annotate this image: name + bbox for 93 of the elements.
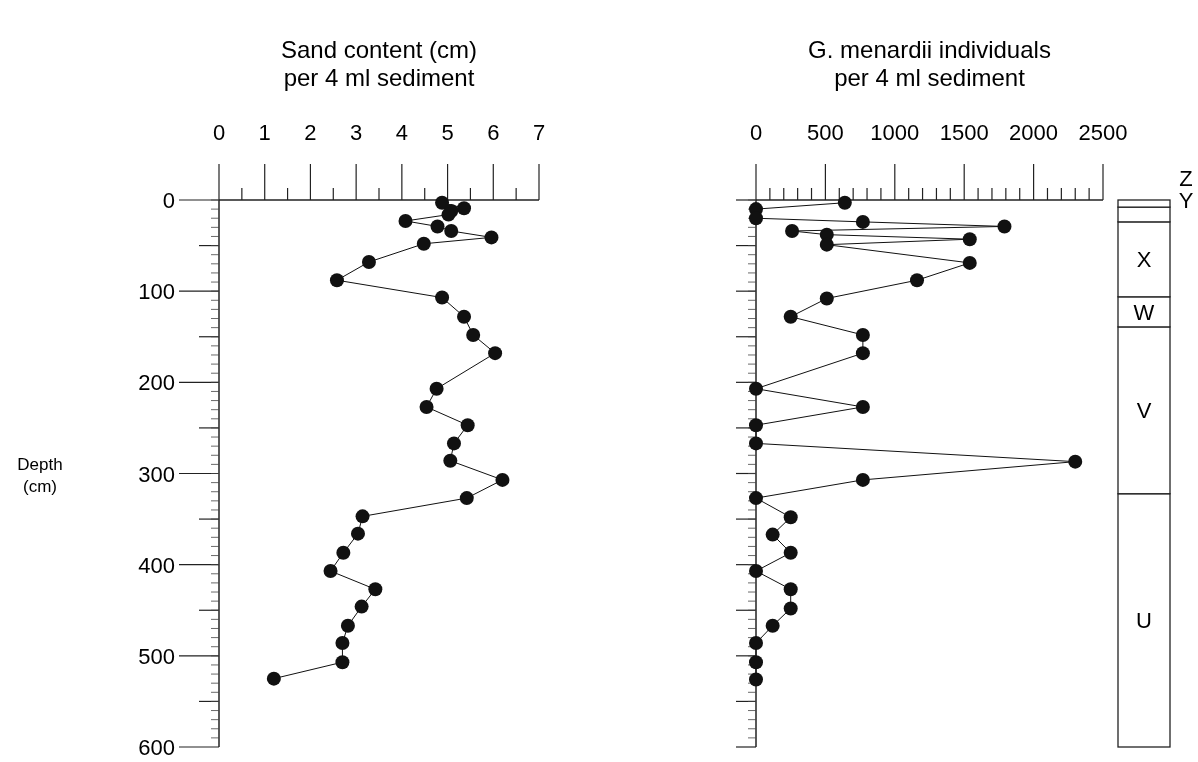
y-tick-label: 400 [138, 552, 175, 578]
point [484, 230, 499, 245]
point [749, 381, 763, 396]
point [354, 599, 369, 614]
series-label: U [1136, 608, 1152, 634]
point [355, 509, 370, 524]
point [749, 655, 763, 670]
point [460, 418, 475, 433]
series-label: Z [1179, 166, 1193, 191]
point [443, 453, 458, 468]
point [457, 309, 472, 324]
point [749, 418, 763, 433]
point [962, 232, 977, 247]
point [783, 545, 798, 560]
x-tick-label: 5 [441, 120, 454, 145]
y-tick-label: 500 [138, 643, 175, 669]
chart-subtitle: per 4 ml sediment [834, 64, 1026, 91]
point [441, 207, 456, 222]
point [416, 236, 431, 251]
x-tick-label: 2000 [1009, 120, 1059, 145]
x-tick-label: 0 [749, 120, 763, 145]
point [962, 255, 977, 270]
point [457, 201, 472, 216]
y-tick-label: 100 [138, 279, 175, 305]
point [749, 211, 763, 226]
point [785, 224, 800, 238]
point [335, 655, 350, 670]
point [855, 327, 870, 342]
x-tick-label: 1 [258, 120, 271, 145]
series-label: Y [1178, 188, 1194, 213]
y-tick-label: 600 [138, 735, 175, 760]
point [266, 671, 281, 686]
series-label: W [1133, 299, 1155, 325]
point [837, 195, 852, 210]
point [435, 290, 450, 305]
x-tick-label: 1000 [870, 120, 920, 145]
point [466, 327, 481, 342]
chart-title: Sand content (cm) [280, 36, 478, 63]
point [783, 601, 798, 616]
x-tick-label: 4 [395, 120, 408, 145]
point [749, 491, 763, 506]
point [749, 436, 763, 451]
x-tick-label: 2500 [1078, 120, 1128, 145]
point [446, 436, 461, 451]
chart-title: G. menardii individuals [808, 36, 1051, 63]
point [336, 545, 351, 560]
series-label: V [1136, 398, 1152, 424]
point [335, 636, 350, 651]
point [444, 224, 459, 238]
x-tick-label: 7 [532, 120, 546, 145]
x-tick-label: 500 [807, 120, 844, 145]
point [819, 237, 834, 252]
y-tick-label: 0 [162, 188, 175, 213]
point [495, 472, 510, 487]
point [361, 254, 376, 269]
x-tick-label: 1500 [939, 120, 989, 145]
y-tick-label: 200 [138, 370, 175, 396]
point [819, 291, 834, 306]
point [855, 399, 870, 414]
point [765, 618, 780, 633]
point [430, 219, 445, 234]
point [765, 527, 780, 542]
point [997, 219, 1012, 234]
point [488, 346, 503, 361]
point [323, 564, 338, 579]
point [350, 526, 365, 541]
x-tick-label: 3 [350, 120, 363, 145]
point [329, 273, 344, 288]
point [855, 214, 870, 229]
point [749, 564, 763, 579]
y-tick-label: 300 [138, 461, 175, 487]
point [855, 346, 870, 361]
point [783, 510, 798, 525]
y-axis-title: Depth (cm) [17, 455, 63, 496]
point [398, 213, 413, 228]
point [435, 195, 450, 210]
x-tick-label: 0 [212, 120, 226, 145]
point [783, 582, 798, 597]
point [419, 399, 434, 414]
point [910, 273, 925, 288]
point [340, 618, 355, 633]
point [855, 472, 870, 487]
point [459, 491, 474, 506]
x-tick-label: 2 [304, 120, 317, 145]
point [749, 636, 763, 651]
point [368, 582, 383, 597]
point [1068, 454, 1083, 469]
series-label: X [1136, 247, 1152, 273]
chart-subtitle: per 4 ml sediment [283, 64, 475, 91]
point [749, 672, 763, 687]
point [783, 309, 798, 324]
point [429, 381, 444, 396]
x-tick-label: 6 [487, 120, 500, 145]
